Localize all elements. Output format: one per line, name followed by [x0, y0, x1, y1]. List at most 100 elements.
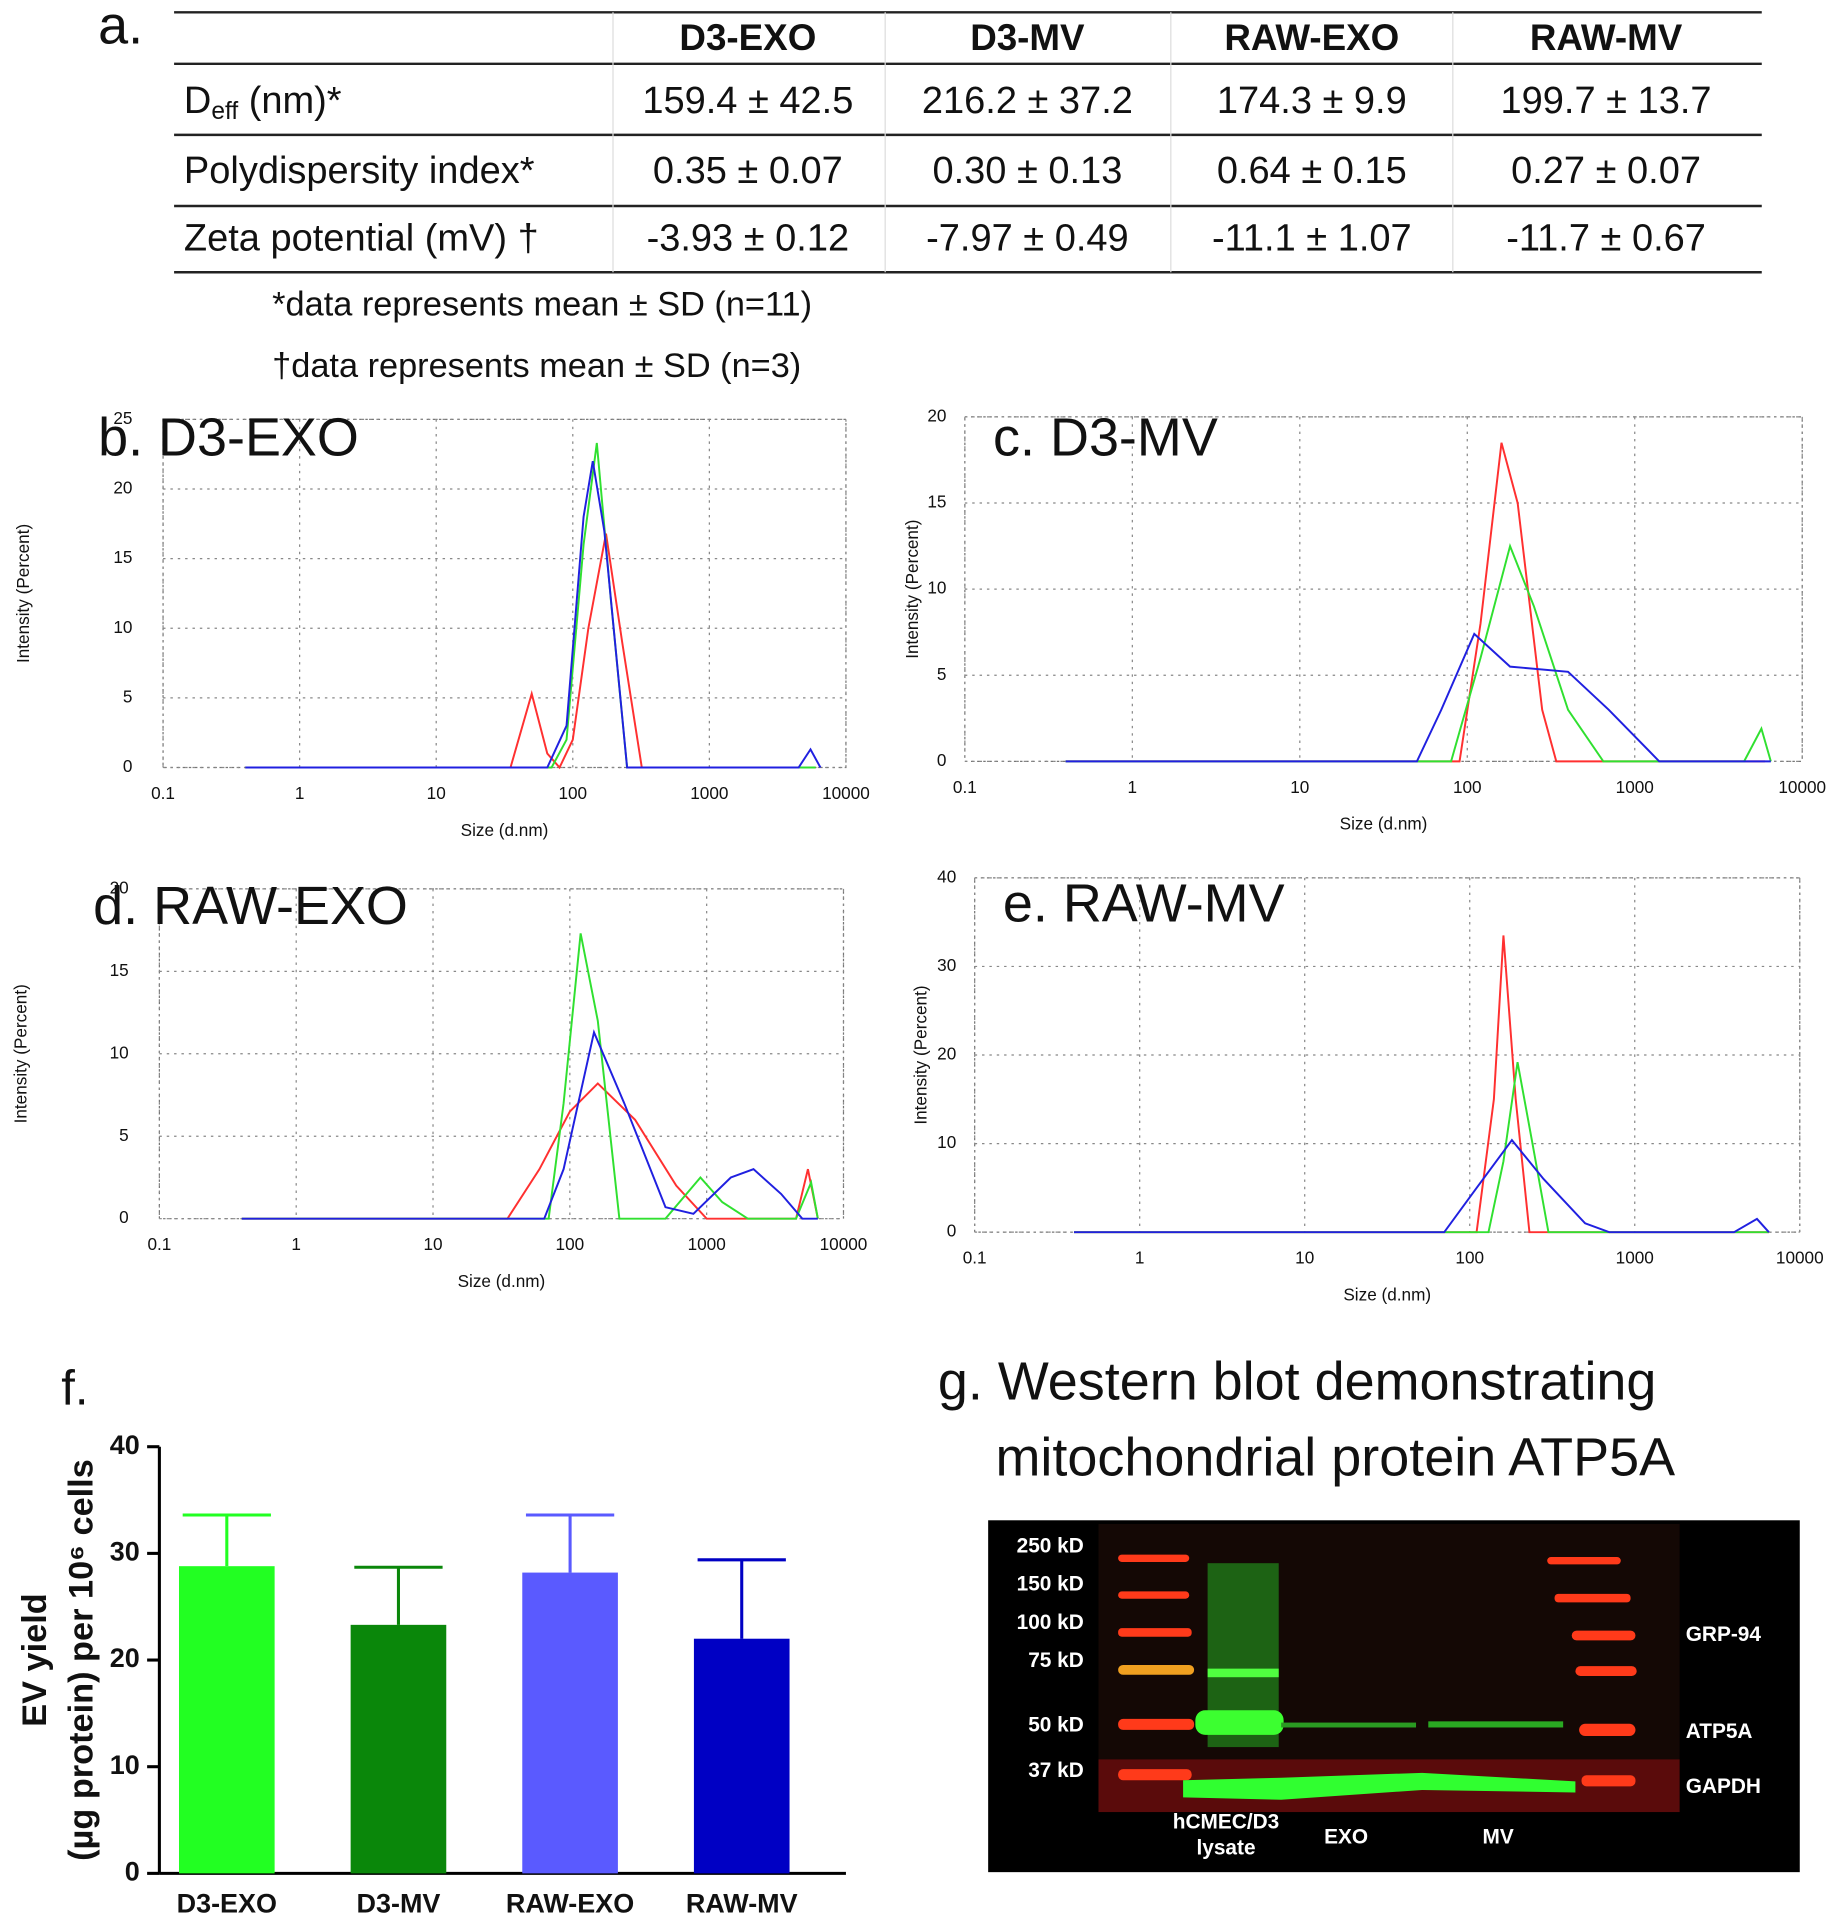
ladder-band: [1118, 1554, 1190, 1562]
row-label-part: eff: [211, 98, 238, 125]
y-tick-label: 40: [110, 1430, 140, 1460]
ladder-band: [1575, 1666, 1637, 1676]
x-tick-label: 1: [1135, 1248, 1145, 1268]
x-axis-label: Size (d.nm): [1340, 814, 1428, 834]
y-tick-label: 5: [123, 686, 133, 706]
x-tick-label: RAW-EXO: [506, 1888, 634, 1918]
table-cell: -11.7 ± 0.67: [1506, 217, 1706, 259]
y-tick-label: 15: [113, 547, 132, 567]
error-bar: [182, 1513, 271, 1567]
y-tick-label: 20: [937, 1044, 956, 1064]
y-axis-label: Intensity (Percent): [13, 524, 33, 663]
x-tick-label: 10000: [1778, 777, 1826, 797]
x-tick-label: 1000: [1616, 777, 1654, 797]
x-tick-label: 10000: [1776, 1248, 1824, 1268]
x-tick-label: 10000: [822, 783, 870, 803]
y-tick-label: 10: [110, 1750, 140, 1780]
exo-band: [1281, 1722, 1417, 1728]
table: [174, 11, 1762, 274]
marker-label: 250 kD: [1017, 1535, 1084, 1558]
series-line: [1073, 1061, 1769, 1234]
error-bar: [354, 1565, 443, 1625]
series-line: [1073, 935, 1769, 1234]
row-label: Zeta potential (mV) †: [184, 217, 539, 259]
bar: [693, 1638, 790, 1874]
chart-title: c. D3-MV: [993, 408, 1218, 468]
column-header: D3-EXO: [679, 17, 816, 58]
chart-title: f.: [61, 1362, 88, 1416]
series-line: [241, 933, 819, 1220]
ladder-band: [1571, 1630, 1636, 1641]
protein-label: GAPDH: [1686, 1775, 1761, 1798]
x-axis-label: Size (d.nm): [461, 820, 549, 840]
mv-band: [1428, 1721, 1564, 1728]
x-tick-label: 1: [291, 1234, 301, 1254]
chart-title: d. RAW-EXO: [93, 876, 408, 936]
x-tick-label: 100: [1453, 777, 1482, 797]
table-cell: 159.4 ± 42.5: [642, 80, 853, 122]
y-tick-label: 15: [927, 492, 946, 512]
y-tick-label: 5: [937, 664, 947, 684]
series-line: [1065, 442, 1766, 763]
row-label: Polydispersity index*: [184, 150, 535, 192]
x-tick-label: 0.1: [151, 783, 175, 803]
x-tick-label: 100: [556, 1234, 585, 1254]
row-label-part: Polydispersity index*: [184, 150, 535, 192]
y-tick-label: 0: [937, 750, 947, 770]
x-tick-label: 10: [423, 1234, 442, 1254]
panel-label: a.: [98, 0, 143, 56]
ladder-band: [1581, 1775, 1636, 1787]
y-tick-label: 5: [119, 1125, 129, 1145]
series-line: [241, 1082, 819, 1220]
plot-frame: [162, 418, 847, 769]
y-tick-label: 20: [110, 1643, 140, 1673]
y-tick-label: 0: [947, 1221, 957, 1241]
ladder-left: [1118, 1554, 1195, 1781]
column-header: RAW-MV: [1530, 17, 1683, 58]
y-axis-label: (µg protein) per 10⁶ cells: [62, 1459, 100, 1861]
row-label-part: D: [184, 80, 211, 122]
bar: [178, 1566, 275, 1874]
table-cell: 0.35 ± 0.07: [653, 150, 843, 192]
series-line: [1065, 542, 1772, 763]
table-cell: 0.27 ± 0.07: [1511, 150, 1701, 192]
ladder-band: [1579, 1723, 1636, 1737]
ladder-band: [1118, 1664, 1195, 1675]
table-cell: -3.93 ± 0.12: [647, 217, 850, 259]
x-tick-label: 100: [1455, 1248, 1484, 1268]
x-tick-label: 1000: [690, 783, 728, 803]
ladder-band: [1118, 1591, 1190, 1599]
x-tick-label: 0.1: [953, 777, 977, 797]
blot-title: mitochondrial protein ATP5A: [996, 1428, 1676, 1488]
y-tick-label: 20: [113, 478, 132, 498]
y-tick-label: 25: [113, 408, 132, 428]
x-tick-label: 1000: [688, 1234, 726, 1254]
x-axis-label: Size (d.nm): [458, 1271, 546, 1291]
y-tick-label: 30: [110, 1537, 140, 1567]
series-line: [245, 460, 822, 769]
table-cell: -11.1 ± 1.07: [1212, 217, 1412, 259]
protein-label: ATP5A: [1686, 1720, 1753, 1743]
y-tick-label: 0: [119, 1207, 129, 1227]
marker-label: 50 kD: [1028, 1714, 1084, 1737]
lysate-band: [1195, 1710, 1284, 1735]
y-tick-label: 15: [110, 960, 129, 980]
protein-label: GRP-94: [1686, 1623, 1762, 1646]
y-tick-label: 40: [937, 866, 956, 886]
y-tick-label: 10: [113, 617, 132, 637]
x-tick-label: 10: [1295, 1248, 1314, 1268]
lane-label: MV: [1483, 1825, 1514, 1848]
lane-label: EXO: [1324, 1825, 1368, 1848]
ladder-band: [1547, 1557, 1621, 1565]
y-tick-label: 20: [927, 405, 946, 425]
x-tick-label: D3-EXO: [177, 1888, 277, 1918]
table-cell: 0.30 ± 0.13: [932, 150, 1122, 192]
x-tick-label: 1: [295, 783, 305, 803]
column-header: D3-MV: [970, 17, 1085, 58]
marker-label: 100 kD: [1017, 1611, 1084, 1634]
marker-label: 150 kD: [1017, 1573, 1084, 1596]
y-tick-label: 10: [937, 1132, 956, 1152]
x-tick-label: 1000: [1616, 1248, 1654, 1268]
x-tick-label: 0.1: [147, 1234, 171, 1254]
